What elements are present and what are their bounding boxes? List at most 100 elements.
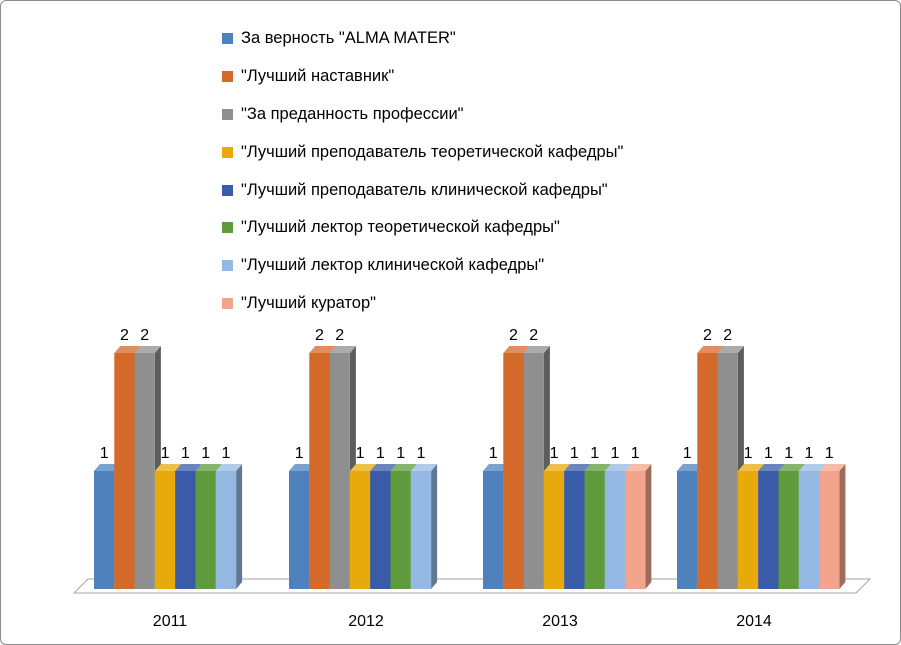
bar-front (370, 471, 391, 589)
chart-legend: За верность "ALMA MATER" "Лучший наставни… (222, 20, 623, 322)
bar-top (758, 464, 785, 471)
bar-top (523, 346, 550, 353)
legend-label: "За преданность профессии" (241, 104, 464, 123)
bar-top (154, 464, 182, 471)
data-label: 1 (610, 445, 619, 462)
bar-top (697, 346, 724, 353)
bar-front (717, 353, 738, 589)
legend-label: "Лучший куратор" (241, 293, 377, 312)
data-label: 1 (396, 445, 405, 462)
legend-swatch (222, 184, 233, 196)
bar-top (503, 346, 530, 353)
data-label: 1 (683, 445, 692, 462)
bar-top (737, 464, 765, 471)
bar-top (543, 464, 571, 471)
bar-front (309, 353, 330, 589)
legend-label: За верность "ALMA MATER" (241, 29, 456, 48)
x-tick-label: 2011 (153, 613, 188, 630)
data-label: 1 (161, 445, 170, 462)
bar-top (778, 464, 805, 471)
data-label: 1 (416, 445, 425, 462)
data-label: 1 (784, 445, 793, 462)
data-label: 1 (825, 445, 834, 462)
bar-front (625, 471, 646, 589)
bar-top (215, 464, 243, 471)
bar-top (370, 464, 397, 471)
legend-swatch (222, 260, 233, 272)
data-label: 1 (356, 445, 365, 462)
bar-top (410, 464, 438, 471)
legend-swatch (222, 108, 233, 120)
bar-front (175, 471, 196, 589)
bar-top (625, 464, 652, 471)
bar-top (677, 464, 704, 471)
bar-top (564, 464, 591, 471)
data-label: 1 (570, 445, 579, 462)
data-label: 1 (764, 445, 773, 462)
legend-swatch (222, 222, 233, 234)
bar-top (329, 346, 356, 353)
data-label: 2 (120, 327, 129, 344)
data-label: 1 (295, 445, 304, 462)
bar-front (758, 471, 779, 589)
bar-front (349, 471, 371, 589)
legend-swatch (222, 146, 233, 158)
data-label: 1 (590, 445, 599, 462)
legend-label: "Лучший лектор теоретической кафедры" (241, 218, 560, 237)
legend-swatch (222, 71, 233, 83)
legend-label: "Лучший наставник" (241, 67, 395, 86)
bar-front (819, 471, 840, 589)
x-tick-label: 2012 (348, 613, 384, 630)
bar-top (819, 464, 846, 471)
bar (625, 464, 652, 589)
bar-front (584, 471, 605, 589)
data-label: 2 (723, 327, 732, 344)
legend-label: "Лучший преподаватель теоретической кафе… (241, 142, 624, 161)
data-label: 1 (376, 445, 385, 462)
bar-front (604, 471, 626, 589)
data-label: 1 (631, 445, 640, 462)
bar-side (431, 464, 438, 589)
bar-side (236, 464, 243, 589)
bar-front (94, 471, 115, 589)
legend-item: "Лучший наставник" (222, 58, 623, 96)
legend-swatch (222, 33, 233, 45)
bar-top (717, 346, 744, 353)
bar (410, 464, 438, 589)
legend-item: За верность "ALMA MATER" (222, 20, 623, 58)
data-label: 1 (550, 445, 559, 462)
bar-front (154, 471, 176, 589)
bar-top (195, 464, 222, 471)
legend-swatch (222, 297, 233, 309)
data-label: 1 (489, 445, 498, 462)
bar-front (798, 471, 820, 589)
data-label: 2 (140, 327, 149, 344)
bar-top (798, 464, 826, 471)
bar-top (349, 464, 377, 471)
data-label: 1 (100, 445, 109, 462)
bar (819, 464, 846, 589)
bar-front (114, 353, 135, 589)
legend-item: "Лучший лектор клинической кафедры" (222, 247, 623, 285)
bar-front (503, 353, 524, 589)
bar-front (564, 471, 585, 589)
legend-item: "Лучший преподаватель клинической кафедр… (222, 171, 623, 209)
data-label: 1 (221, 445, 230, 462)
bar-top (584, 464, 611, 471)
data-label: 2 (703, 327, 712, 344)
bar-top (483, 464, 510, 471)
data-label: 1 (201, 445, 210, 462)
bar-front (483, 471, 504, 589)
bar-top (94, 464, 121, 471)
bar-front (134, 353, 155, 589)
data-label: 2 (529, 327, 538, 344)
legend-item: "Лучший преподаватель теоретической кафе… (222, 133, 623, 171)
data-label: 1 (804, 445, 813, 462)
bar-side (645, 464, 652, 589)
x-tick-label: 2013 (542, 613, 578, 630)
data-label: 1 (181, 445, 190, 462)
bar-front (410, 471, 432, 589)
x-tick-label: 2014 (736, 613, 772, 630)
data-label: 1 (744, 445, 753, 462)
bar-front (215, 471, 237, 589)
